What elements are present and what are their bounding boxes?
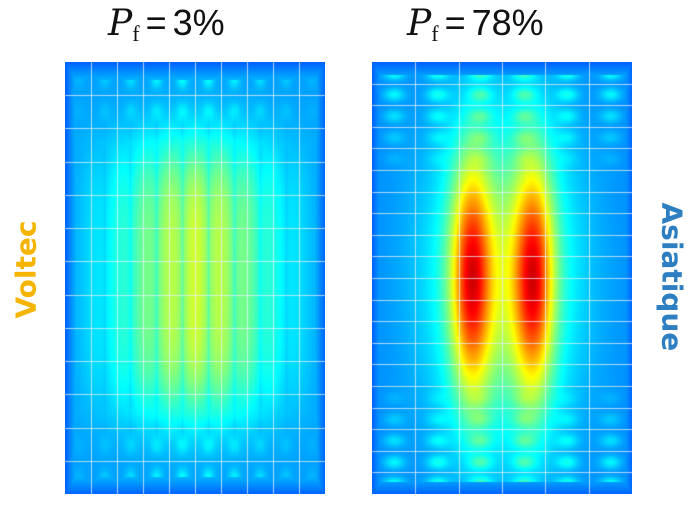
side-label-right: Asiatique <box>655 202 689 352</box>
side-label-left: Voltec <box>9 220 43 319</box>
title-left-subscript: f <box>132 21 140 46</box>
heatmap-left-panel <box>65 62 325 494</box>
title-left-symbol: P <box>108 3 133 44</box>
title-left-equals: = <box>145 2 167 43</box>
title-right-equals: = <box>444 2 466 43</box>
title-left-value: 3% <box>172 2 225 43</box>
title-right: Pf = 78% <box>407 2 544 47</box>
heatmap-right-panel <box>372 62 632 494</box>
title-left: Pf = 3% <box>108 2 225 47</box>
title-right-value: 78% <box>471 2 544 43</box>
title-right-symbol: P <box>407 3 432 44</box>
title-right-subscript: f <box>431 21 439 46</box>
